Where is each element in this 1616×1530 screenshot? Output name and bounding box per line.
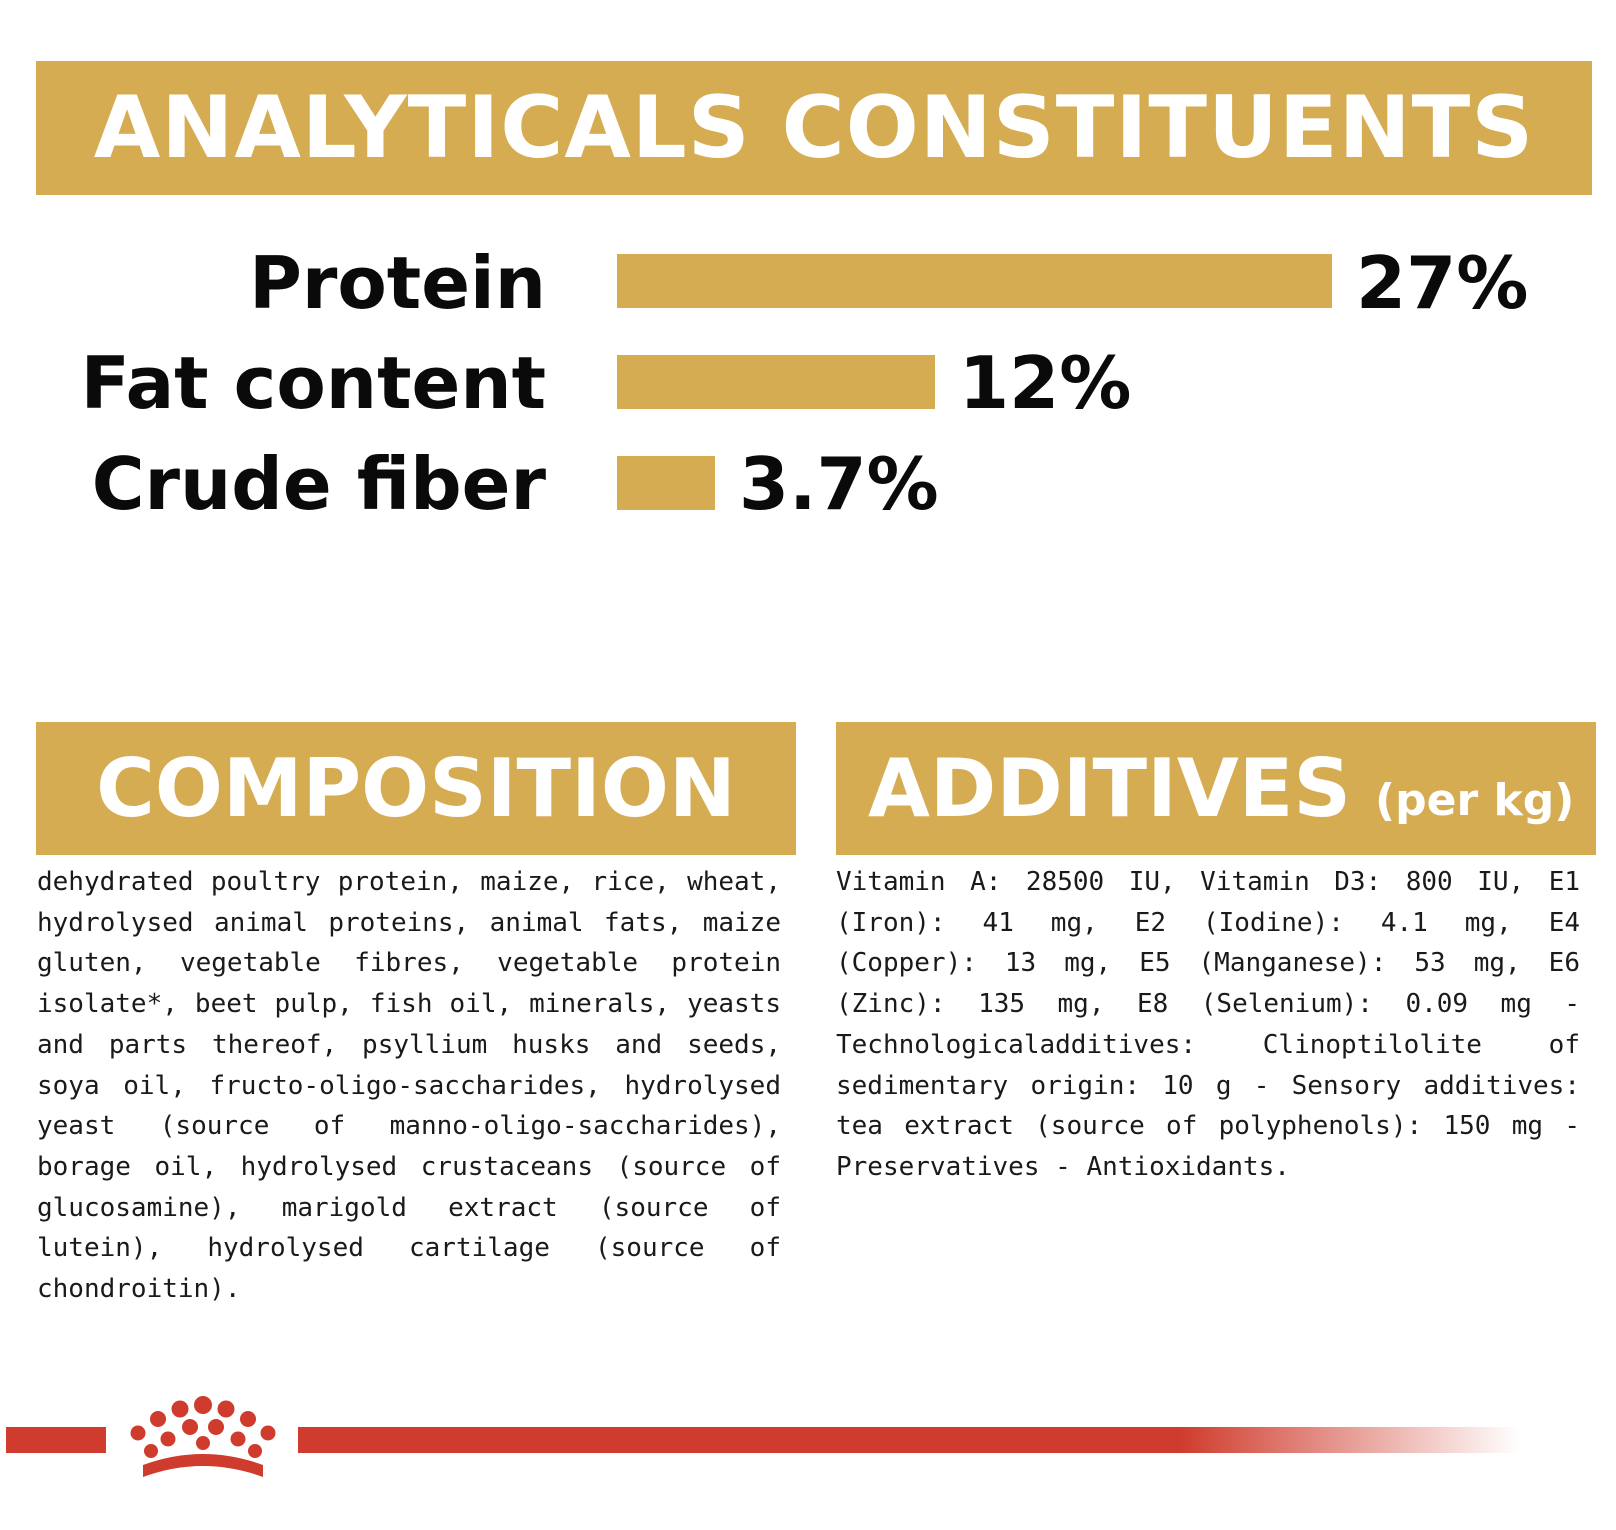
fat-content-value: 12%: [959, 341, 1132, 425]
composition-text: dehydrated poultry protein, maize, rice,…: [37, 867, 781, 1305]
additives-text: Vitamin A: 28500 IU, Vitamin D3: 800 IU,…: [836, 867, 1580, 1182]
crude-fiber-label: Crude fiber: [91, 442, 546, 526]
fat-content-bar: [617, 355, 935, 409]
protein-label: Protein: [249, 241, 546, 325]
protein-bar: [617, 254, 1332, 308]
brand-line-left: [6, 1427, 106, 1453]
protein-value: 27%: [1356, 241, 1529, 325]
additives-title: ADDITIVES: [868, 742, 1352, 835]
royal-canin-crown-icon: [130, 1396, 276, 1477]
brand-line-right: [298, 1427, 1520, 1453]
crude-fiber-bar: [617, 456, 715, 510]
analytics-heading: ANALYTICALS CONSTITUENTS: [36, 61, 1592, 195]
composition-heading: COMPOSITION: [36, 722, 796, 855]
crude-fiber-value: 3.7%: [739, 442, 939, 526]
additives-heading: ADDITIVES (per kg): [836, 722, 1596, 855]
fat-content-label: Fat content: [80, 341, 546, 425]
additives-per-kg: (per kg): [1375, 775, 1575, 826]
